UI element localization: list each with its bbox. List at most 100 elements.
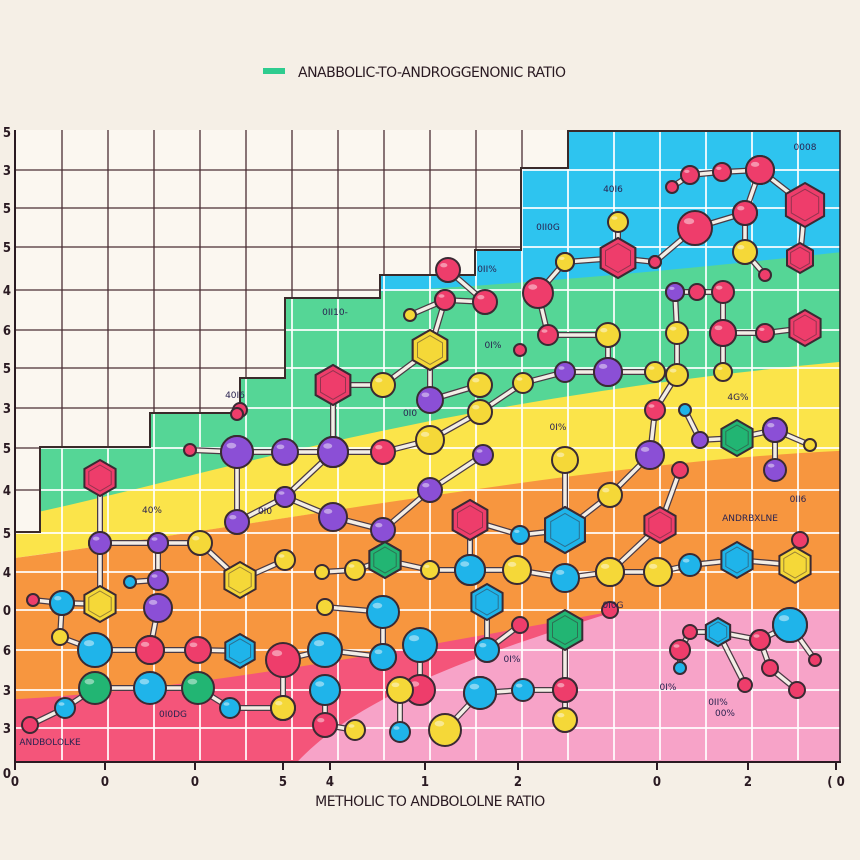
atom-highlight — [189, 642, 198, 648]
atom — [133, 671, 167, 705]
atom-highlight — [611, 216, 618, 220]
atom-highlight — [507, 561, 517, 567]
y-tick-label: 5 — [3, 126, 11, 141]
atom — [552, 677, 578, 703]
atom — [135, 635, 165, 665]
y-tick-label: 4 — [3, 566, 11, 581]
atom-highlight — [515, 683, 523, 688]
atom-highlight — [275, 701, 283, 706]
hexagon-ring — [411, 328, 449, 372]
hexagon-inner — [790, 246, 810, 270]
atom-highlight — [669, 368, 677, 373]
atom — [763, 458, 787, 482]
atom-highlight — [323, 508, 333, 514]
atom-highlight — [476, 449, 483, 453]
y-tick-label: 5 — [3, 527, 11, 542]
hexagon-inner — [88, 590, 112, 618]
atom — [420, 560, 440, 580]
hexagon-ring — [784, 181, 826, 229]
atom — [415, 425, 445, 455]
annotation-label: 0I0 — [403, 409, 417, 419]
atom — [511, 678, 535, 702]
atom-highlight — [192, 536, 200, 541]
atom-highlight — [753, 634, 760, 638]
atom-highlight — [313, 640, 325, 647]
atom-highlight — [438, 294, 445, 298]
atom — [552, 707, 578, 733]
atom-highlight — [278, 491, 285, 495]
atom — [143, 593, 173, 623]
atom — [601, 601, 619, 619]
x-tick-label: ( 0 — [827, 775, 845, 790]
atom-highlight — [348, 724, 355, 728]
hexagon-ring — [546, 608, 584, 652]
atom — [270, 695, 296, 721]
atom-highlight — [557, 683, 565, 688]
annotation-label: 0I0DG — [159, 710, 187, 720]
annotation-label: 4G% — [727, 393, 749, 403]
y-tick-label: 3 — [3, 402, 11, 417]
atom — [454, 554, 486, 586]
atom — [678, 553, 702, 577]
atom-highlight — [750, 161, 760, 167]
atom — [187, 530, 213, 556]
atom-highlight — [424, 564, 430, 569]
atom — [307, 632, 343, 668]
atom — [181, 671, 215, 705]
atom — [467, 372, 493, 398]
atom — [312, 712, 338, 738]
x-tick-label: 2 — [744, 775, 752, 790]
atom — [745, 155, 775, 185]
atom — [678, 403, 692, 417]
atom — [344, 559, 366, 581]
x-axis-label: METHOLIC TO ANDBOLOLNE RATIO — [315, 794, 545, 810]
hexagon-inner — [708, 621, 728, 643]
atom-highlight — [559, 256, 565, 261]
atom — [644, 361, 666, 383]
atom — [435, 257, 461, 283]
atom-highlight — [648, 563, 658, 569]
atom-highlight — [374, 649, 383, 655]
annotation-label: 0I% — [485, 341, 502, 351]
atom — [402, 627, 438, 663]
atom-highlight — [434, 720, 445, 727]
atom — [635, 440, 665, 470]
y-tick-label: 4 — [3, 284, 11, 299]
atom-highlight — [767, 423, 775, 428]
atom-highlight — [315, 681, 325, 687]
atom — [49, 590, 75, 616]
atom — [644, 399, 666, 421]
atom — [77, 632, 113, 668]
atom-highlight — [151, 537, 158, 541]
atom-highlight — [54, 596, 62, 601]
y-tick-label: 5 — [3, 442, 11, 457]
atom — [665, 282, 685, 302]
atom — [510, 525, 530, 545]
atom-highlight — [84, 678, 95, 685]
y-tick-label: 5 — [3, 202, 11, 217]
hexagon-inner — [783, 551, 807, 579]
atom — [537, 324, 559, 346]
atom — [472, 444, 494, 466]
atom — [762, 417, 788, 443]
hexagon-inner — [725, 424, 749, 452]
atom — [791, 531, 809, 549]
atom — [732, 239, 758, 265]
atom-highlight — [737, 206, 745, 211]
atom-highlight — [58, 702, 65, 706]
atom — [428, 713, 462, 747]
atom — [749, 629, 771, 651]
atom — [555, 252, 575, 272]
atom-highlight — [151, 574, 158, 578]
atom-highlight — [92, 536, 100, 541]
atom-highlight — [229, 515, 237, 520]
legend-label: ANABBOLIC-TO-ANDROGGENONIC RATIO — [298, 65, 566, 81]
atom-highlight — [716, 166, 722, 171]
annotation-label: ANDRBXLNE — [722, 514, 778, 524]
atom — [772, 607, 808, 643]
area-outline — [14, 130, 840, 762]
atom — [467, 399, 493, 425]
atom-highlight — [714, 325, 723, 331]
atom-highlight — [717, 366, 723, 371]
atom-highlight — [673, 644, 680, 648]
